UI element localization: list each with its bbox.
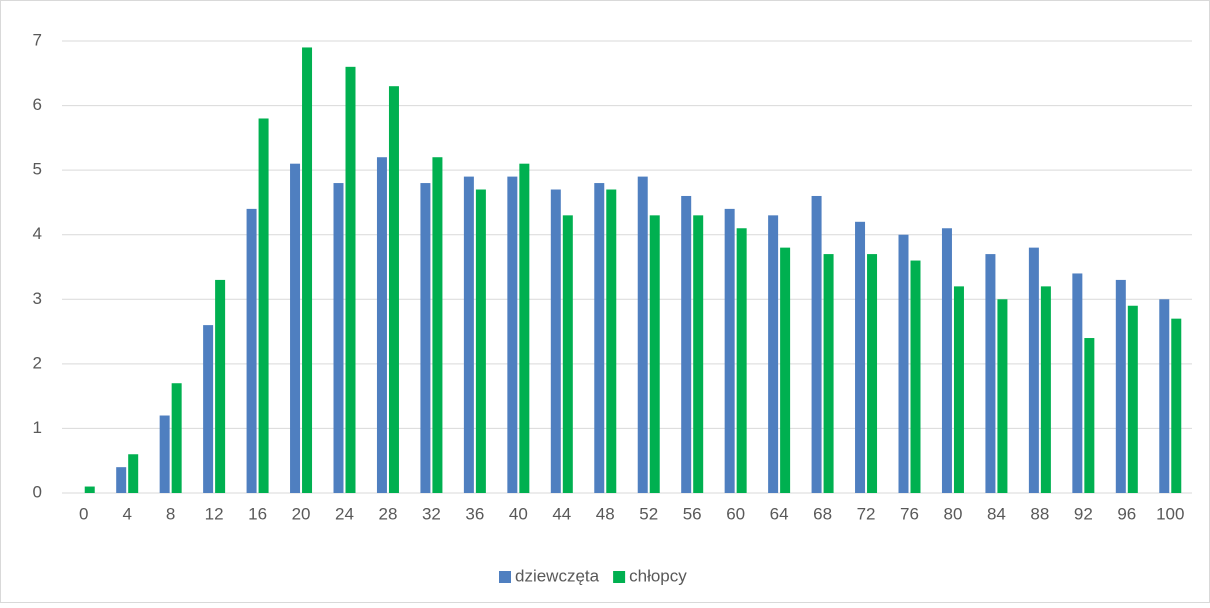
bar [215,279,226,493]
bar [823,254,834,493]
bar [84,486,95,493]
x-tick-label: 12 [205,504,224,523]
bar [388,86,399,493]
bar [724,208,735,493]
y-tick-label: 0 [33,482,42,501]
x-tick-label: 52 [639,504,658,523]
x-tick-label: 56 [683,504,702,523]
bar [1028,247,1039,493]
bar [345,66,356,493]
x-tick-label: 32 [422,504,441,523]
bar [376,157,387,493]
x-tick-label: 68 [813,504,832,523]
bar [941,228,952,493]
bar [519,163,530,493]
x-tick-label: 76 [900,504,919,523]
bar [302,47,313,493]
bar [693,215,704,494]
bar [1127,305,1138,493]
bar [475,189,486,493]
bar [159,415,170,493]
x-tick-label: 40 [509,504,528,523]
bar [246,208,257,493]
bar [997,299,1008,493]
x-tick-label: 60 [726,504,745,523]
x-tick-label: 20 [292,504,311,523]
x-tick-label: 36 [465,504,484,523]
bar [594,183,605,494]
legend-label: dziewczęta [515,566,600,585]
x-tick-label: 80 [944,504,963,523]
bar [1159,299,1170,493]
x-tick-label: 44 [552,504,571,523]
legend-swatch [613,571,626,583]
bar [910,260,921,493]
bar [867,254,878,493]
bar [736,228,747,493]
bar [290,163,301,493]
bar [811,195,822,493]
bar [432,157,443,493]
bar [507,176,518,493]
bar [1040,286,1051,493]
bar [203,325,214,493]
x-tick-label: 96 [1117,504,1136,523]
legend-swatch [499,571,511,583]
bar [606,189,617,493]
x-tick-label: 72 [857,504,876,523]
x-tick-label: 16 [248,504,267,523]
y-tick-label: 7 [33,30,42,49]
bar [985,254,996,493]
bar [768,215,779,494]
bar [1072,273,1083,493]
bar [420,183,431,494]
bar [171,383,182,493]
x-tick-label: 0 [79,504,88,523]
bar [1084,338,1095,493]
x-tick-label: 84 [987,504,1006,523]
y-tick-label: 4 [33,224,42,243]
x-tick-label: 48 [596,504,615,523]
x-tick-label: 64 [770,504,789,523]
legend-label: chłopcy [629,566,687,585]
x-tick-label: 100 [1156,504,1184,523]
x-tick-label: 88 [1030,504,1049,523]
y-tick-label: 1 [33,418,42,437]
y-tick-label: 2 [33,353,42,372]
bar [550,189,561,493]
bar [1115,279,1126,493]
bar [855,221,866,494]
bar [637,176,648,493]
bar [128,454,139,493]
bar [898,234,909,493]
bar [780,247,791,493]
x-tick-label: 4 [122,504,131,523]
x-tick-label: 24 [335,504,354,523]
bar [463,176,474,493]
bar [562,215,573,494]
x-tick-label: 92 [1074,504,1093,523]
bar [953,286,964,493]
bar [681,195,692,493]
bar [333,183,344,494]
y-tick-label: 3 [33,289,42,308]
x-tick-label: 8 [166,504,175,523]
bar [258,118,269,493]
x-tick-label: 28 [379,504,398,523]
y-tick-label: 6 [33,95,42,114]
bar [649,215,660,494]
bar [1171,318,1182,493]
bar [116,467,127,493]
y-tick-label: 5 [33,160,42,179]
